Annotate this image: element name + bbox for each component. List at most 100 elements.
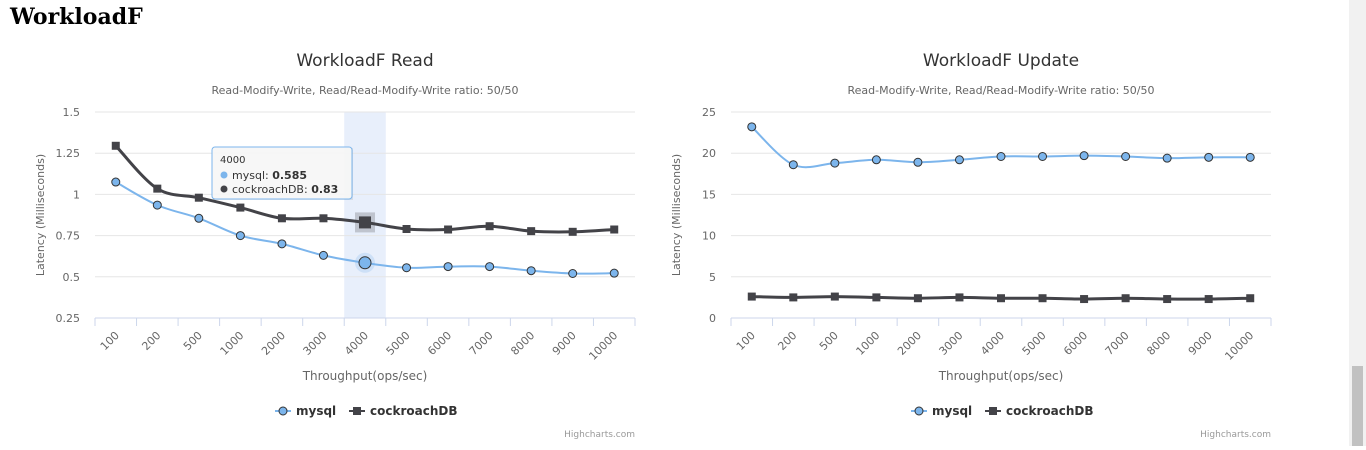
data-point-cockroachdb[interactable] xyxy=(1246,294,1255,303)
data-point-cockroachdb[interactable] xyxy=(485,222,494,231)
x-tick-label: 9000 xyxy=(550,329,579,358)
data-point-mysql[interactable] xyxy=(1079,151,1089,161)
x-tick-label: 3000 xyxy=(301,329,330,358)
data-point-mysql[interactable] xyxy=(1204,152,1214,162)
data-point-cockroachdb[interactable] xyxy=(830,292,839,301)
data-point-cockroachdb[interactable] xyxy=(568,227,577,236)
legend-symbol xyxy=(914,406,924,416)
legend-label: mysql xyxy=(296,404,336,418)
data-point-cockroachdb[interactable] xyxy=(789,293,798,302)
tooltip-row: mysql: 0.585 xyxy=(232,169,307,182)
y-axis-title: Latency (Milliseconds) xyxy=(670,154,683,276)
x-tick-label: 2000 xyxy=(259,329,288,358)
x-tick-label: 5000 xyxy=(1020,329,1049,358)
x-tick-label: 1000 xyxy=(854,329,883,358)
data-point-mysql[interactable] xyxy=(747,122,757,132)
data-point-mysql[interactable] xyxy=(1162,153,1172,163)
data-point-mysql[interactable] xyxy=(954,155,964,165)
data-point-cockroachdb[interactable] xyxy=(111,141,120,150)
legend-item-mysql[interactable]: mysql xyxy=(275,404,336,418)
data-point-mysql[interactable] xyxy=(485,262,495,272)
x-tick-label: 8000 xyxy=(508,329,537,358)
page-scrollbar[interactable] xyxy=(1349,0,1366,446)
data-point-mysql[interactable] xyxy=(788,160,798,170)
x-tick-label: 2000 xyxy=(895,329,924,358)
x-tick-label: 4000 xyxy=(342,329,371,358)
data-point-mysql[interactable] xyxy=(111,177,121,187)
data-point-cockroachdb[interactable] xyxy=(319,214,328,223)
legend-item-cockroachdb[interactable]: cockroachDB xyxy=(985,404,1093,418)
legend-symbol xyxy=(989,407,997,415)
x-tick-label: 9000 xyxy=(1186,329,1215,358)
legend-item-mysql[interactable]: mysql xyxy=(911,404,972,418)
data-point-cockroachdb[interactable] xyxy=(527,227,536,236)
data-point-mysql[interactable] xyxy=(996,151,1006,161)
legend-item-cockroachdb[interactable]: cockroachDB xyxy=(349,404,457,418)
data-point-cockroachdb[interactable] xyxy=(955,293,964,302)
legend-label: cockroachDB xyxy=(370,404,457,418)
credits-link[interactable]: Highcharts.com xyxy=(564,430,635,440)
chart-workloadf-read: WorkloadF Read Read-Modify-Write, Read/Re… xyxy=(0,40,636,446)
data-point-cockroachdb[interactable] xyxy=(402,225,411,234)
data-point-cockroachdb[interactable] xyxy=(1080,295,1089,304)
data-point-cockroachdb[interactable] xyxy=(444,225,453,234)
y-tick-label: 1 xyxy=(73,188,80,201)
x-tick-label: 4000 xyxy=(978,329,1007,358)
data-point-mysql[interactable] xyxy=(830,158,840,168)
data-point-cockroachdb[interactable] xyxy=(277,214,286,223)
data-point-cockroachdb[interactable] xyxy=(1121,294,1130,303)
data-point-cockroachdb[interactable] xyxy=(1204,295,1213,304)
tooltip-bullet xyxy=(220,171,228,179)
data-point-mysql[interactable] xyxy=(1245,152,1255,162)
chart-subtitle: Read-Modify-Write, Read/Read-Modify-Writ… xyxy=(848,84,1155,97)
data-point-mysql[interactable] xyxy=(913,157,923,167)
chart-workloadf-update: WorkloadF Update Read-Modify-Write, Read/… xyxy=(636,40,1272,446)
legend-label: mysql xyxy=(932,404,972,418)
hover-band xyxy=(344,112,386,318)
chart-svg: WorkloadF Update Read-Modify-Write, Read/… xyxy=(670,51,1272,440)
data-point-cockroachdb[interactable] xyxy=(747,292,756,301)
x-tick-label: 5000 xyxy=(384,329,413,358)
data-point-mysql[interactable] xyxy=(1121,151,1131,161)
y-tick-label: 0.75 xyxy=(56,230,81,243)
x-tick-label: 100 xyxy=(98,329,122,353)
credits-link[interactable]: Highcharts.com xyxy=(1200,430,1271,440)
data-point-mysql[interactable] xyxy=(358,256,372,270)
y-axis-title: Latency (Milliseconds) xyxy=(34,154,47,276)
x-tick-label: 7000 xyxy=(467,329,496,358)
y-tick-label: 25 xyxy=(702,106,716,119)
data-point-cockroachdb[interactable] xyxy=(872,293,881,302)
data-point-mysql[interactable] xyxy=(235,231,245,241)
x-tick-label: 500 xyxy=(181,329,205,353)
x-tick-label: 7000 xyxy=(1103,329,1132,358)
data-point-mysql[interactable] xyxy=(568,269,578,279)
data-point-cockroachdb[interactable] xyxy=(1163,295,1172,304)
data-point-cockroachdb[interactable] xyxy=(236,203,245,212)
data-point-cockroachdb[interactable] xyxy=(194,193,203,202)
x-tick-label: 1000 xyxy=(218,329,247,358)
data-point-mysql[interactable] xyxy=(609,268,619,278)
data-point-mysql[interactable] xyxy=(152,200,162,210)
data-point-mysql[interactable] xyxy=(1038,151,1048,161)
y-tick-label: 20 xyxy=(702,147,716,160)
data-point-cockroachdb[interactable] xyxy=(913,294,922,303)
data-point-mysql[interactable] xyxy=(402,263,412,273)
data-point-mysql[interactable] xyxy=(443,262,453,272)
data-point-mysql[interactable] xyxy=(526,266,536,276)
data-point-cockroachdb[interactable] xyxy=(610,225,619,234)
x-tick-label: 6000 xyxy=(1061,329,1090,358)
x-axis-title: Throughput(ops/sec) xyxy=(938,369,1064,383)
chart-title: WorkloadF Update xyxy=(923,51,1079,71)
data-point-cockroachdb[interactable] xyxy=(359,216,371,229)
data-point-mysql[interactable] xyxy=(318,250,328,260)
data-point-cockroachdb[interactable] xyxy=(153,184,162,193)
y-tick-label: 0.25 xyxy=(56,312,81,325)
data-point-cockroachdb[interactable] xyxy=(997,294,1005,303)
data-point-mysql[interactable] xyxy=(194,213,204,223)
x-axis-title: Throughput(ops/sec) xyxy=(302,369,428,383)
data-point-mysql[interactable] xyxy=(871,155,881,165)
scrollbar-thumb[interactable] xyxy=(1352,366,1363,446)
legend-symbol xyxy=(353,407,361,415)
data-point-cockroachdb[interactable] xyxy=(1038,294,1047,303)
data-point-mysql[interactable] xyxy=(277,239,287,249)
